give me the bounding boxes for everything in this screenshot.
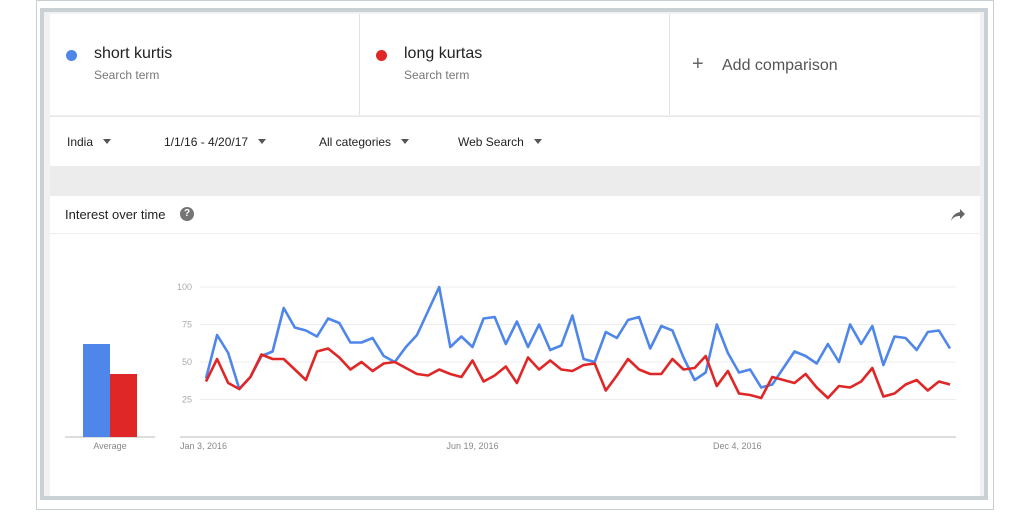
plus-icon: +: [692, 53, 704, 75]
y-tick-label: 50: [182, 357, 192, 367]
interest-chart: 25 50 75 100 Jan 3, 2016 Jun 19, 2016 Dec 4, 2…: [65, 282, 956, 451]
chevron-down-icon: [103, 139, 112, 144]
category-dropdown[interactable]: All categories: [319, 135, 410, 149]
date-range-value: 1/1/16 - 4/20/17: [164, 135, 249, 149]
series-line-short-kurtis: [204, 285, 952, 391]
y-tick-label: 100: [177, 282, 192, 292]
chevron-down-icon: [258, 139, 267, 144]
term-name[interactable]: long kurtas: [404, 45, 483, 62]
comparison-bar: short kurtis Search term long kurtas Sea…: [50, 14, 980, 115]
help-icon[interactable]: ?: [180, 207, 194, 221]
add-comparison-button[interactable]: + Add comparison: [670, 14, 980, 115]
average-label: Average: [93, 441, 126, 451]
chevron-down-icon: [533, 139, 542, 144]
term-subtitle: Search term: [404, 68, 470, 82]
chevron-down-icon: [401, 139, 410, 144]
date-range-dropdown[interactable]: 1/1/16 - 4/20/17: [164, 135, 267, 149]
y-tick-label: 25: [182, 395, 192, 405]
series-color-dot-red: [376, 50, 387, 61]
search-type-value: Web Search: [458, 135, 524, 149]
category-value: All categories: [319, 135, 392, 149]
outer-frame: [36, 0, 994, 510]
panel-title: Interest over time: [65, 207, 166, 222]
x-tick-label: Dec 4, 2016: [713, 441, 762, 451]
region-value: India: [67, 135, 94, 149]
average-bar: [110, 374, 137, 437]
panel-header: Interest over time ?: [50, 196, 980, 234]
term-name[interactable]: short kurtis: [94, 45, 173, 62]
section-divider-band: [50, 166, 980, 196]
region-dropdown[interactable]: India: [67, 135, 112, 149]
interest-over-time-panel: Interest over time ? 25 50 75 100 Jan 3, 201…: [50, 196, 980, 496]
term-card-long-kurtas[interactable]: long kurtas Search term: [360, 14, 670, 115]
y-tick-label: 75: [182, 320, 192, 330]
term-subtitle: Search term: [94, 68, 160, 82]
filter-bar: India 1/1/16 - 4/20/17 All categories We…: [50, 116, 980, 166]
series-line-long-kurtas: [204, 347, 951, 400]
share-icon[interactable]: [950, 208, 966, 222]
x-tick-label: Jan 3, 2016: [180, 441, 227, 451]
add-comparison-label: Add comparison: [722, 57, 838, 74]
search-type-dropdown[interactable]: Web Search: [458, 135, 542, 149]
average-bar: [83, 344, 110, 437]
term-card-short-kurtis[interactable]: short kurtis Search term: [50, 14, 360, 115]
series-color-dot-blue: [66, 50, 77, 61]
x-tick-label: Jun 19, 2016: [447, 441, 499, 451]
